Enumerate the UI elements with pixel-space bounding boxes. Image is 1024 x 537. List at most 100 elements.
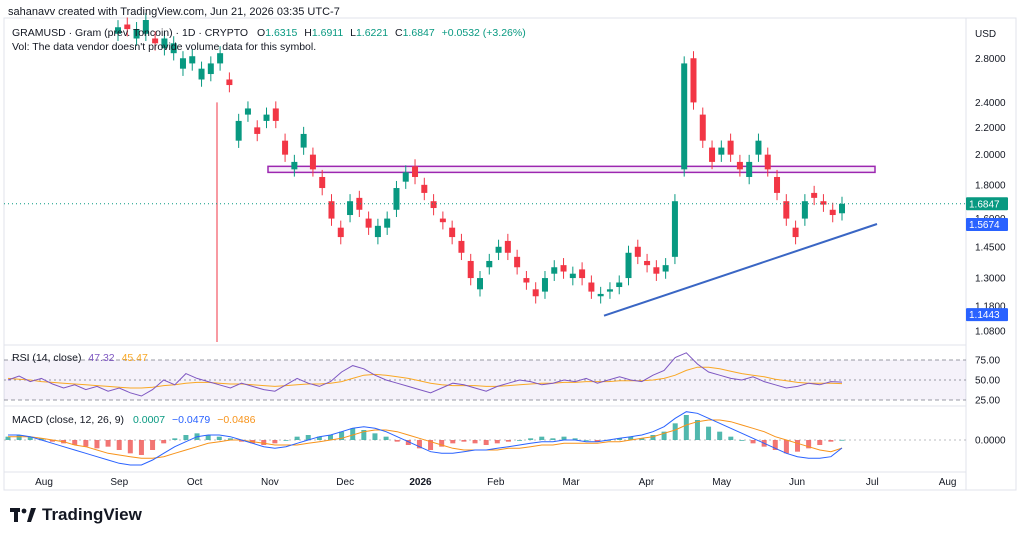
candle-body xyxy=(449,227,456,238)
macd-hist-bar xyxy=(16,435,22,440)
candle-body xyxy=(746,161,753,177)
candle-body xyxy=(337,227,344,238)
candle-body xyxy=(291,161,298,170)
price-tick-label: 2.8000 xyxy=(975,54,1006,65)
macd-hist-bar xyxy=(316,436,322,440)
macd-hist-bar xyxy=(327,435,333,440)
candle-body xyxy=(430,201,437,209)
macd-name: MACD (close, 12, 26, 9) xyxy=(12,414,125,426)
candle-body xyxy=(839,203,845,214)
rsi-value: 47.32 xyxy=(88,352,115,364)
time-tick-label: Jul xyxy=(866,477,879,488)
macd-hist-bar xyxy=(428,440,434,450)
support-trendline[interactable] xyxy=(603,223,878,317)
candle-body xyxy=(235,120,242,141)
author-credit: sahanavv created with TradingView.com, J… xyxy=(8,6,340,18)
candle-body xyxy=(161,38,168,49)
open-label: O xyxy=(257,27,266,39)
macd-line-value: −0.0479 xyxy=(172,414,211,426)
macd-hist-bar xyxy=(105,440,111,447)
macd-pane: 0.0000 xyxy=(4,411,1006,466)
macd-hist-bar xyxy=(127,440,133,454)
time-tick-label: Sep xyxy=(110,477,128,488)
macd-hist-bar xyxy=(572,438,578,440)
candle-body xyxy=(309,154,316,170)
tradingview-brand[interactable]: TradingView xyxy=(10,505,142,525)
rsi-ma-value: 45.47 xyxy=(121,352,148,364)
candle-body xyxy=(198,68,205,80)
macd-hist-bar xyxy=(350,428,356,440)
candle-body xyxy=(374,225,381,238)
candle-body xyxy=(579,269,586,279)
symbol-name: GRAMUSD · Gram (prev. Toncoin) · 1D · CR… xyxy=(12,27,249,39)
macd-hist-bar xyxy=(450,440,456,444)
macd-hist-bar xyxy=(38,438,44,440)
candle-body xyxy=(755,140,762,155)
time-tick-label: Jun xyxy=(789,477,805,488)
price-badge-label: 1.6847 xyxy=(969,199,1000,210)
candle-body xyxy=(690,58,697,103)
candle-body xyxy=(736,161,743,170)
candle-body xyxy=(207,63,214,75)
candle-body xyxy=(365,218,372,228)
candle-body xyxy=(504,240,511,253)
candle-body xyxy=(597,293,604,297)
macd-legend[interactable]: MACD (close, 12, 26, 9) 0.0007 −0.0479 −… xyxy=(12,414,255,426)
macd-hist-bar xyxy=(472,440,478,444)
macd-hist-bar xyxy=(183,435,189,440)
time-tick-label: Apr xyxy=(639,477,655,488)
price-tick-label: 1.0800 xyxy=(975,327,1006,338)
macd-hist-bar xyxy=(239,440,245,442)
macd-hist-bar xyxy=(617,438,623,440)
price-tick-label: 1.4500 xyxy=(975,242,1006,253)
macd-hist-bar xyxy=(416,440,422,449)
rsi-pane: 75.00 50.00 25.00 xyxy=(4,352,1000,407)
candle-body xyxy=(644,260,651,266)
macd-hist-bar xyxy=(461,440,467,442)
price-tick-label: 2.0000 xyxy=(975,150,1006,161)
candle-body xyxy=(179,58,186,69)
candle-body xyxy=(384,218,391,228)
macd-hist-bar xyxy=(750,440,756,444)
price-tick-label: 2.2000 xyxy=(975,123,1006,134)
tradingview-chart[interactable]: USD 2.80002.40002.20002.00001.80001.6000… xyxy=(0,0,1024,500)
macd-hist-value: 0.0007 xyxy=(132,414,166,426)
change-value: +0.0532 (+3.26%) xyxy=(441,27,526,39)
close-label: C xyxy=(395,27,403,39)
macd-hist-bar xyxy=(372,433,378,440)
price-badge-label: 1.5674 xyxy=(969,220,1000,231)
macd-hist-bar xyxy=(405,440,411,445)
candle-body xyxy=(272,108,279,121)
macd-hist-bar xyxy=(161,440,167,444)
time-axis: Aug Sep Oct Nov Dec 2026 Feb Mar Apr May Jun Jul Aug xyxy=(35,477,956,488)
brand-name: TradingView xyxy=(42,505,142,524)
candle-body xyxy=(477,278,483,290)
price-tick-label: 2.4000 xyxy=(975,98,1006,109)
candle-body xyxy=(402,172,409,182)
symbol-legend[interactable]: GRAMUSD · Gram (prev. Toncoin) · 1D · CR… xyxy=(12,27,526,39)
time-tick-label: 2026 xyxy=(409,477,432,488)
macd-signal-line xyxy=(8,419,843,459)
candle-body xyxy=(458,240,465,253)
time-tick-label: Dec xyxy=(336,477,354,488)
time-tick-label: Feb xyxy=(487,477,505,488)
rsi-legend[interactable]: RSI (14, close) 47.32 45.47 xyxy=(12,352,148,364)
macd-hist-bar xyxy=(439,440,445,447)
candle-body xyxy=(152,38,159,44)
candle-body xyxy=(467,260,474,279)
price-tick-label: 1.8000 xyxy=(975,180,1006,191)
price-badge xyxy=(966,217,1008,231)
macd-hist-bar xyxy=(550,438,556,440)
candle-body xyxy=(347,201,354,216)
macd-hist-bar xyxy=(5,436,11,440)
chart-frame xyxy=(3,17,1017,491)
candle-body xyxy=(774,176,781,193)
rsi-line xyxy=(7,352,843,397)
candle-body xyxy=(662,265,669,272)
candle-body xyxy=(523,278,530,283)
rsi-level-label: 75.00 xyxy=(975,356,1000,367)
resistance-zone[interactable] xyxy=(267,165,876,174)
low-value: 1.6221 xyxy=(355,27,389,39)
macd-signal-value: −0.0486 xyxy=(217,414,256,426)
rsi-name: RSI (14, close) xyxy=(12,352,82,364)
